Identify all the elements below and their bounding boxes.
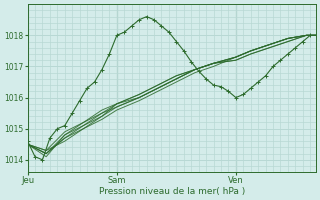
- X-axis label: Pression niveau de la mer( hPa ): Pression niveau de la mer( hPa ): [99, 187, 245, 196]
